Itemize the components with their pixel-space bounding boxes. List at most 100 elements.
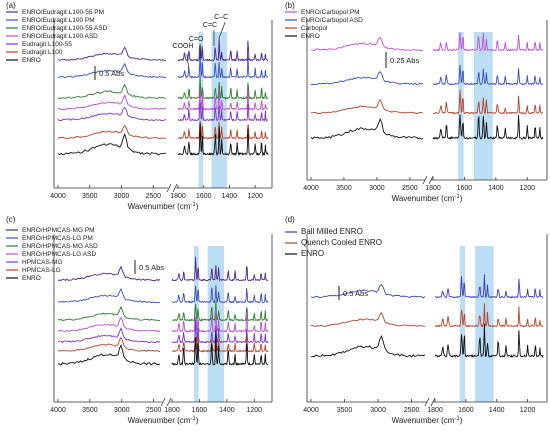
legend-entry: Eudragit L100: [22, 49, 63, 56]
tick-label: 2500: [402, 185, 418, 192]
series-line: [57, 319, 269, 344]
series-line: [310, 64, 544, 86]
series-line: [310, 323, 544, 359]
tick-label: 1200: [247, 193, 263, 200]
series-line: [57, 330, 269, 367]
annotation-label: C=O: [189, 36, 204, 43]
legend-entry: ENRO: [301, 249, 324, 258]
annotation-arrow: [218, 21, 226, 39]
legend: Ball Milled ENRO Quench Cooled ENRO ENRO: [285, 227, 382, 258]
tick-label: 1200: [519, 185, 535, 192]
tick-label: 4000: [303, 185, 319, 192]
scale-bar-label: 0.5 Abs: [343, 289, 368, 298]
series-line: [57, 256, 269, 282]
legend-entry: HPMCAS-LG: [22, 267, 61, 274]
legend-entry: ENRO/Eudragit L100 ASD: [22, 33, 98, 40]
x-axis-label: Wavenumber (cm-1): [392, 416, 463, 425]
series-line: [310, 89, 544, 115]
legend-entry: ENRO/Carbopol ASD: [301, 17, 363, 24]
legend-entry: ENRO/HPMCAS-MG PM: [22, 227, 95, 234]
axis-break-mark: [422, 175, 428, 185]
tick-label: 1200: [520, 407, 536, 414]
axis-break-mark: [160, 397, 166, 407]
legend-entry: Ball Milled ENRO: [301, 227, 363, 236]
x-axis-label: Wavenumber (cm-1): [392, 194, 463, 203]
legend-entry: ENRO/Eudragit L100 PM: [22, 17, 95, 24]
panel-label: (b): [285, 1, 295, 10]
annotation-label: COOH: [172, 43, 193, 50]
scale-bar-label: 0.5 Abs: [99, 69, 124, 78]
tick-label: 1400: [222, 193, 238, 200]
tick-label: 2500: [146, 193, 162, 200]
tick-label: 1800: [427, 407, 443, 414]
tick-label: 1400: [488, 185, 504, 192]
tick-label: 2500: [404, 407, 420, 414]
panel-c: 4000 3500 3000 2500 1800 1600 1400 1200 Wavenumb…: [6, 215, 273, 425]
axis-break-mark: [430, 397, 436, 407]
panel-label: (c): [6, 215, 16, 224]
legend-entry: HPMCAS-MG: [22, 259, 62, 266]
series-line: [57, 38, 269, 62]
tick-label: 1400: [489, 407, 505, 414]
annotation-label: C–C: [214, 14, 228, 21]
tick-label: 1800: [164, 407, 180, 414]
legend-entry: Quench Cooled ENRO: [301, 238, 382, 247]
series-line: [57, 300, 269, 322]
tick-label: 4000: [50, 407, 66, 414]
legend-entry: ENRO: [22, 275, 41, 282]
tick-label: 1600: [192, 407, 208, 414]
panel-label: (d): [285, 215, 295, 224]
tick-label: 1200: [246, 407, 262, 414]
series-line: [57, 120, 269, 140]
x-axis-label: Wavenumber (cm-1): [128, 202, 199, 211]
panel-d: 4000 3500 3000 2500 1800 1600 1400 1200 Wavenumb…: [285, 215, 548, 425]
axis-break-mark: [172, 183, 178, 193]
legend-entry: ENRO/Eudragit L100-55 PM: [22, 9, 104, 16]
axis-break-mark: [166, 397, 172, 407]
legend-entry: ENRO/HPMCAS-LG ASD: [22, 251, 96, 258]
scale-bar-label: 0.5 Abs: [139, 263, 164, 272]
legend-entry: ENRO: [301, 33, 320, 40]
series-line: [57, 308, 269, 333]
tick-label: 4000: [303, 407, 319, 414]
series-line: [310, 274, 544, 299]
legend-entry: ENRO/HPMCAS-LG PM: [22, 235, 93, 242]
tick-label: 1400: [219, 407, 235, 414]
tick-label: 3500: [82, 193, 98, 200]
series-line: [310, 114, 544, 140]
series-line: [57, 88, 269, 111]
tick-label: 1600: [457, 185, 473, 192]
tick-label: 2500: [146, 407, 162, 414]
scale-bar-label: 0.25 Abs: [390, 56, 419, 65]
legend-entry: Eudragit L100-55: [22, 41, 72, 48]
series-line: [57, 55, 269, 79]
tick-label: 1600: [458, 407, 474, 414]
tick-label: 3000: [114, 407, 130, 414]
tick-label: 1800: [425, 185, 441, 192]
tick-label: 3500: [336, 185, 352, 192]
series-line: [57, 76, 269, 100]
legend-entry: ENRO: [22, 57, 41, 64]
tick-label: 1800: [170, 193, 186, 200]
series-line: [310, 32, 544, 52]
tick-label: 1600: [196, 193, 212, 200]
legend-entry: ENRO/Carbopol PM: [301, 9, 360, 16]
panel-b: 4000 3500 3000 2500 1800 1600 1400 1200 Wavenumb…: [285, 1, 548, 203]
tick-label: 3500: [337, 407, 353, 414]
series-line: [310, 303, 544, 328]
axis-break-mark: [424, 397, 430, 407]
shaded-band: [473, 32, 493, 180]
legend-entry: ENRO/Eudragit L100-55 ASD: [22, 25, 108, 32]
series-line: [57, 102, 269, 122]
annotation-arrow: [186, 53, 190, 71]
tick-label: 3000: [369, 185, 385, 192]
panel-a: 4000 3500 3000 2500 1800 1600 1400 1200 Wavenumb…: [6, 1, 273, 211]
tick-label: 3000: [114, 193, 130, 200]
tick-label: 3500: [82, 407, 98, 414]
series-line: [57, 285, 269, 304]
x-axis-label: Wavenumber (cm-1): [128, 416, 199, 425]
tick-label: 3000: [370, 407, 386, 414]
series-line: [57, 330, 269, 353]
